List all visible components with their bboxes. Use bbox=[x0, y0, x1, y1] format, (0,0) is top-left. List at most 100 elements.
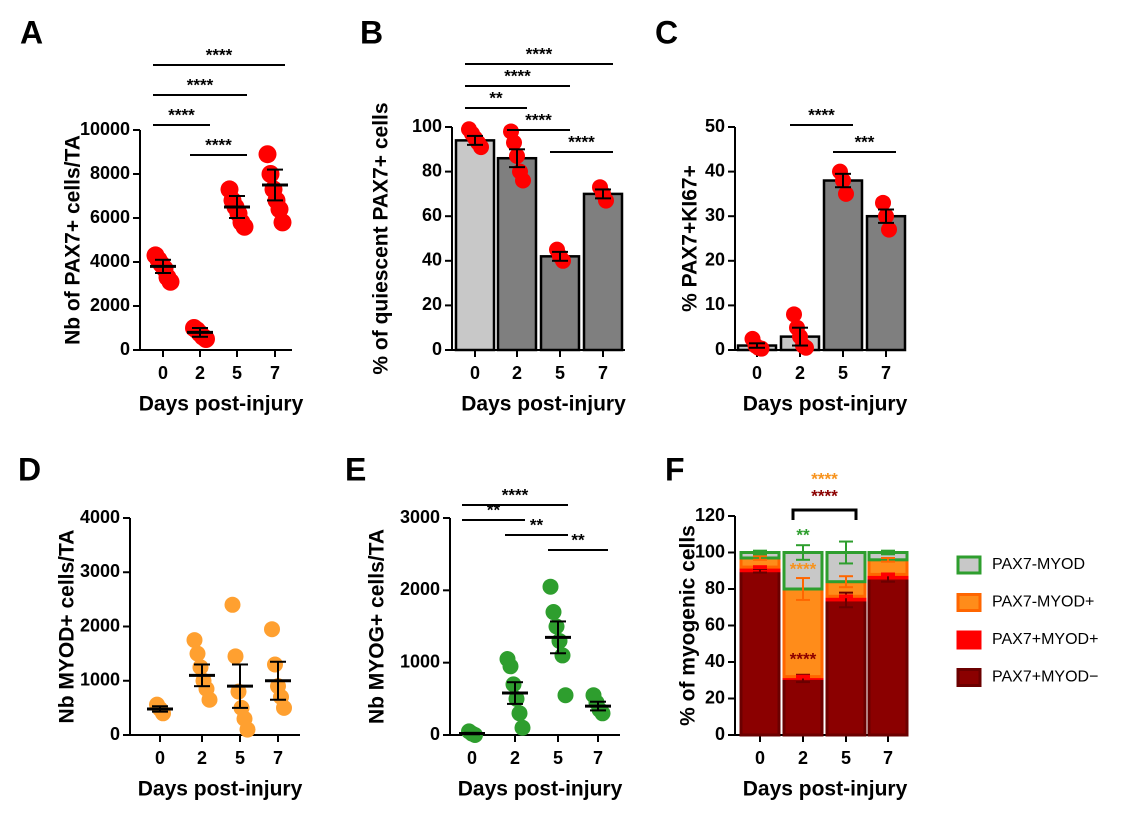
x-tick-label: 7 bbox=[593, 748, 603, 768]
y-tick-label: 60 bbox=[422, 205, 442, 225]
y-tick-label: 100 bbox=[412, 116, 442, 136]
x-axis-label: Days post-injury bbox=[743, 778, 908, 801]
y-tick-label: 1000 bbox=[400, 651, 440, 671]
x-tick-label: 7 bbox=[598, 363, 608, 383]
legend-label: PAX7-MYOD+ bbox=[992, 594, 1094, 611]
significance-label: **** bbox=[187, 75, 214, 94]
x-tick-label: 2 bbox=[510, 748, 520, 768]
x-tick-label: 0 bbox=[755, 748, 765, 768]
x-tick-label: 2 bbox=[512, 363, 522, 383]
data-point bbox=[224, 596, 241, 613]
y-tick-label: 2000 bbox=[400, 579, 440, 599]
x-axis-label: Days post-injury bbox=[138, 778, 303, 801]
y-tick-label: 4000 bbox=[80, 507, 120, 527]
x-tick-label: 7 bbox=[881, 363, 891, 383]
x-tick-label: 5 bbox=[555, 363, 565, 383]
panel-letter: F bbox=[665, 451, 685, 487]
annotation: **** bbox=[790, 649, 817, 668]
y-tick-label: 3000 bbox=[80, 561, 120, 581]
significance-label: ** bbox=[489, 88, 503, 107]
data-point bbox=[508, 690, 525, 707]
y-tick-label: 4000 bbox=[90, 251, 130, 271]
significance-label: *** bbox=[855, 132, 875, 151]
significance-label: **** bbox=[808, 105, 835, 124]
y-tick-label: 0 bbox=[432, 339, 442, 359]
data-point bbox=[554, 647, 571, 664]
y-tick-label: 40 bbox=[705, 651, 725, 671]
bar-segment bbox=[825, 598, 867, 737]
data-point bbox=[798, 339, 814, 356]
data-point bbox=[267, 656, 283, 673]
data-point bbox=[197, 330, 215, 348]
y-tick-label: 10000 bbox=[80, 119, 130, 139]
y-axis-label: Nb MYOD+ cells/TA bbox=[56, 530, 79, 724]
x-tick-label: 5 bbox=[553, 748, 563, 768]
data-point bbox=[514, 719, 531, 736]
x-tick-label: 2 bbox=[795, 363, 805, 383]
y-tick-label: 2000 bbox=[90, 295, 130, 315]
x-axis-label: Days post-injury bbox=[458, 778, 623, 801]
legend-swatch bbox=[956, 630, 982, 650]
legend-label: PAX7-MYOD bbox=[992, 556, 1085, 573]
bar bbox=[582, 192, 624, 352]
data-point bbox=[545, 604, 562, 621]
data-point bbox=[838, 185, 854, 202]
data-point bbox=[261, 165, 280, 183]
bar bbox=[822, 179, 864, 352]
y-tick-label: 0 bbox=[120, 339, 130, 359]
data-point bbox=[264, 621, 280, 638]
data-point bbox=[598, 192, 614, 209]
panel-letter: B bbox=[360, 14, 383, 50]
panel-letter: C bbox=[655, 14, 678, 50]
x-tick-label: 0 bbox=[158, 363, 168, 383]
x-tick-label: 5 bbox=[232, 363, 242, 383]
y-axis-label: Nb MYOG+ cells/TA bbox=[366, 529, 389, 724]
legend-label: PAX7+MYOD+ bbox=[992, 631, 1098, 648]
significance-label: **** bbox=[206, 45, 233, 64]
data-point bbox=[273, 213, 292, 232]
y-tick-label: 6000 bbox=[90, 207, 130, 227]
y-tick-label: 0 bbox=[430, 724, 440, 744]
y-axis-label: % PAX7+KI67+ bbox=[679, 165, 702, 312]
data-point bbox=[786, 306, 802, 323]
data-point bbox=[515, 172, 531, 189]
data-point bbox=[542, 578, 559, 595]
significance-label: **** bbox=[168, 105, 195, 124]
y-tick-label: 0 bbox=[715, 724, 725, 744]
significance-label: ** bbox=[571, 530, 585, 549]
data-point bbox=[189, 645, 206, 662]
significance-label: ** bbox=[487, 500, 501, 519]
x-axis-label: Days post-injury bbox=[461, 393, 626, 416]
bar bbox=[454, 139, 496, 352]
y-tick-label: 100 bbox=[695, 541, 725, 561]
y-tick-label: 3000 bbox=[400, 507, 440, 527]
data-point bbox=[161, 272, 180, 291]
annotation: **** bbox=[790, 559, 817, 578]
data-point bbox=[258, 145, 277, 164]
y-axis-label: % of myogenic cells bbox=[677, 525, 700, 726]
y-tick-label: 20 bbox=[705, 687, 725, 707]
data-point bbox=[548, 618, 565, 635]
y-tick-label: 8000 bbox=[90, 163, 130, 183]
data-point bbox=[186, 632, 203, 649]
panel-letter: A bbox=[20, 14, 43, 50]
x-axis-label: Days post-injury bbox=[743, 393, 908, 416]
significance-label: **** bbox=[525, 110, 552, 129]
significance-label: **** bbox=[502, 485, 529, 504]
data-point bbox=[235, 217, 254, 236]
x-tick-label: 0 bbox=[752, 363, 762, 383]
y-tick-label: 40 bbox=[422, 250, 442, 270]
panel-letter: D bbox=[18, 451, 41, 487]
y-axis-label: % of quiescent PAX7+ cells bbox=[370, 102, 393, 374]
panel-letter: E bbox=[345, 451, 366, 487]
data-point bbox=[505, 676, 522, 693]
data-point bbox=[511, 705, 528, 722]
data-point bbox=[594, 705, 611, 722]
x-axis-label: Days post-injury bbox=[139, 393, 304, 416]
significance-label: **** bbox=[504, 66, 531, 85]
data-point bbox=[227, 648, 244, 665]
data-point bbox=[201, 691, 218, 708]
data-point bbox=[239, 721, 256, 738]
data-point bbox=[473, 139, 489, 156]
